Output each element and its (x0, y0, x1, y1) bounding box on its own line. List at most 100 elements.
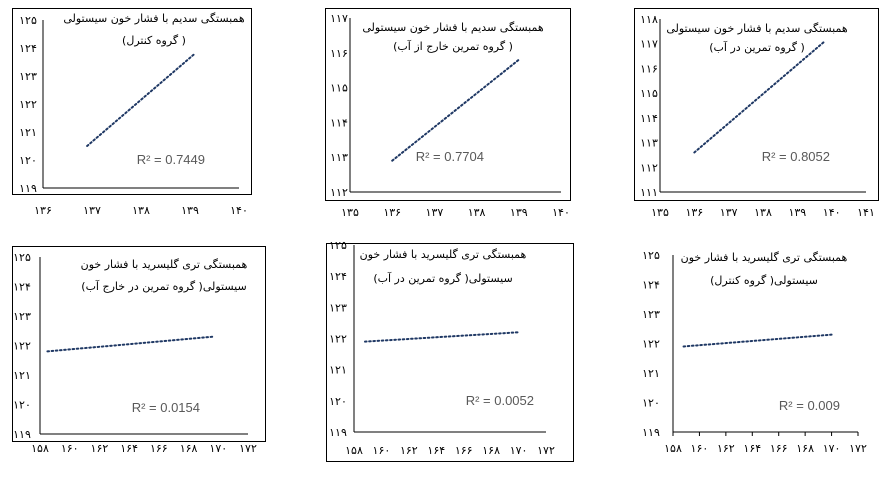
y-tick-label: ۱۲۳ (329, 301, 347, 314)
x-tick-label: ۱۳۶ (383, 206, 401, 219)
chart-panel-1: ۱۳۶ ۱۳۷ ۱۳۸ ۱۳۹ ۱۴۰ ۱۱۹ ۱۲۰ ۱۲۱ ۱۲۲ ۱۲۳ ۱۲۴ ۱۲۵ همبس… (12, 8, 252, 217)
r-squared-label: R² = 0.0052 (466, 393, 534, 408)
y-tick-label: ۱۲۱ (13, 369, 31, 382)
y-tick-label: ۱۱۷ (330, 12, 348, 25)
x-tick-label: ۱۵۸ (31, 442, 49, 455)
chart-title-line: همبستگی تری گلیسرید با فشار خون (360, 248, 527, 261)
y-tick-label: ۱۲۲ (19, 98, 37, 111)
r-squared-label: R² = 0.009 (779, 398, 840, 413)
r-squared-label: R² = 0.0154 (132, 400, 200, 415)
x-tick-label: ۱۷۰ (510, 444, 528, 457)
x-tick-label: ۱۶۴ (427, 444, 445, 457)
y-tick-label: ۱۲۵ (642, 249, 660, 262)
y-tick-label: ۱۱۳ (640, 137, 658, 150)
trendline (391, 58, 520, 162)
chart-panel-5: ۱۵۸ ۱۶۰ ۱۶۲ ۱۶۴ ۱۶۶ ۱۶۸ ۱۷۰ ۱۷۲ ۱۱۹ ۱۲۰ ۱۲۱ ۱۲۲ ۱۲۳ ۱… (326, 239, 574, 462)
y-tick-label: ۱۱۴ (330, 116, 348, 129)
x-tick-label: ۱۶۲ (91, 442, 109, 455)
x-tick-label: ۱۳۸ (132, 204, 150, 217)
chart-grid: ۱۳۶ ۱۳۷ ۱۳۸ ۱۳۹ ۱۴۰ ۱۱۹ ۱۲۰ ۱۲۱ ۱۲۲ ۱۲۳ ۱۲۴ ۱۲۵ همبس… (12, 8, 879, 462)
y-tick-label: ۱۱۹ (329, 426, 347, 439)
x-tick-label: ۱۳۵ (651, 206, 669, 219)
x-tick-label: ۱۶۰ (691, 442, 709, 455)
y-tick-label: ۱۱۲ (330, 186, 348, 199)
chart-title-line: سیستولی( گروه کنترل) (710, 274, 818, 287)
chart-frame (12, 8, 252, 195)
x-tick-label: ۱۶۰ (373, 444, 391, 457)
y-tick-label: ۱۲۵ (329, 239, 347, 252)
y-tick-label: ۱۲۴ (329, 270, 347, 283)
x-tick-label: ۱۷۲ (239, 442, 257, 455)
y-tick-label: ۱۲۳ (19, 70, 37, 83)
y-tick-label: ۱۲۲ (642, 338, 660, 351)
x-tick-label: ۱۳۸ (754, 206, 772, 219)
x-tick-label: ۱۳۷ (83, 204, 101, 217)
y-tick-label: ۱۲۳ (13, 310, 31, 323)
x-tick-label: ۱۶۸ (796, 442, 814, 455)
y-tick-label: ۱۲۲ (13, 340, 31, 353)
x-tick-label: ۱۶۰ (61, 442, 79, 455)
y-tick-label: ۱۱۹ (13, 428, 31, 441)
x-tick-label: ۱۶۲ (717, 442, 735, 455)
chart-panel-6: ۱۵۸ ۱۶۰ ۱۶۲ ۱۶۴ ۱۶۶ ۱۶۸ ۱۷۰ ۱۷۲ ۱۱۹ ۱۲۰ ۱۲۱ ۱۲۲ ۱۲۳ ۱… (642, 249, 867, 455)
chart-title-line: ( گروه تمرین در آب) (709, 40, 805, 54)
x-tick-label: ۱۷۰ (823, 442, 841, 455)
x-tick-label: ۱۵۸ (664, 442, 682, 455)
x-tick-label: ۱۴۰ (823, 206, 841, 219)
x-tick-label: ۱۴۰ (552, 206, 570, 219)
chart-panel-2: ۱۳۵ ۱۳۶ ۱۳۷ ۱۳۸ ۱۳۹ ۱۴۰ ۱۱۲ ۱۱۳ ۱۱۴ ۱۱۵ ۱۱۶ ۱۱۷ همبس… (325, 8, 571, 219)
chart-title-line: سیستولی( گروه تمرین در آب) (373, 271, 512, 285)
chart-title-line: سیستولی( گروه تمرین در خارج آب) (81, 279, 246, 293)
y-tick-label: ۱۲۱ (19, 126, 37, 139)
chart-title-line: ( گروه کنترل) (122, 34, 186, 47)
x-tick-label: ۱۵۸ (345, 444, 363, 457)
y-tick-label: ۱۱۵ (640, 87, 658, 100)
x-tick-label: ۱۶۶ (150, 442, 168, 455)
y-tick-label: ۱۲۳ (642, 308, 660, 321)
y-tick-label: ۱۲۰ (329, 395, 347, 408)
y-tick-label: ۱۲۵ (13, 251, 31, 264)
chart-title-line: ( گروه تمرین خارج از آب) (393, 39, 513, 53)
x-tick-label: ۱۶۸ (482, 444, 500, 457)
r-squared-label: R² = 0.8052 (762, 149, 830, 164)
y-tick-label: ۱۱۹ (642, 426, 660, 439)
x-tick-label: ۱۳۵ (341, 206, 359, 219)
y-tick-label: ۱۲۰ (19, 154, 37, 167)
chart-title-line: همبستگی تری گلیسرید با فشار خون (681, 251, 848, 264)
chart-frame (12, 246, 266, 442)
x-tick-label: ۱۳۹ (181, 204, 199, 217)
x-tick-label: ۱۶۴ (120, 442, 138, 455)
x-tick-label: ۱۳۶ (34, 204, 52, 217)
x-tick-label: ۱۷۲ (849, 442, 867, 455)
y-tick-label: ۱۲۴ (13, 281, 31, 294)
x-tick-label: ۱۶۶ (770, 442, 788, 455)
r-squared-label: R² = 0.7704 (416, 149, 484, 164)
r-squared-label: R² = 0.7449 (137, 152, 205, 167)
x-tick-label: ۱۷۲ (537, 444, 555, 457)
y-tick-label: ۱۲۱ (329, 364, 347, 377)
y-tick-label: ۱۲۱ (642, 367, 660, 380)
y-tick-label: ۱۲۰ (13, 399, 31, 412)
x-tick-label: ۱۴۰ (230, 204, 248, 217)
x-tick-label: ۱۴۱ (857, 206, 875, 219)
y-tick-label: ۱۱۲ (640, 161, 658, 174)
x-tick-label: ۱۳۹ (510, 206, 528, 219)
y-tick-label: ۱۱۳ (330, 151, 348, 164)
trendline (86, 52, 196, 147)
y-tick-label: ۱۱۹ (19, 182, 37, 195)
chart-panel-3: ۱۳۵ ۱۳۶ ۱۳۷ ۱۳۸ ۱۳۹ ۱۴۰ ۱۴۱ ۱۱۱ ۱۱۲ ۱۱۳ ۱۱۴ ۱۱۵ ۱۱۶ ۱… (634, 8, 879, 219)
chart-title-line: همبستگی سدیم با فشار خون سیستولی (362, 21, 543, 34)
trendline (682, 333, 833, 348)
chart-title-line: همبستگی سدیم با فشار خون سیستولی (666, 22, 847, 35)
x-tick-label: ۱۶۶ (455, 444, 473, 457)
x-tick-label: ۱۳۷ (426, 206, 444, 219)
x-tick-label: ۱۳۷ (720, 206, 738, 219)
y-tick-label: ۱۱۶ (640, 62, 658, 75)
y-tick-label: ۱۱۶ (330, 47, 348, 60)
chart-frame (634, 8, 879, 201)
y-tick-label: ۱۱۱ (640, 186, 658, 199)
trendline (693, 40, 826, 154)
x-tick-label: ۱۶۴ (743, 442, 761, 455)
x-tick-label: ۱۶۸ (180, 442, 198, 455)
y-tick-label: ۱۱۷ (640, 38, 658, 51)
